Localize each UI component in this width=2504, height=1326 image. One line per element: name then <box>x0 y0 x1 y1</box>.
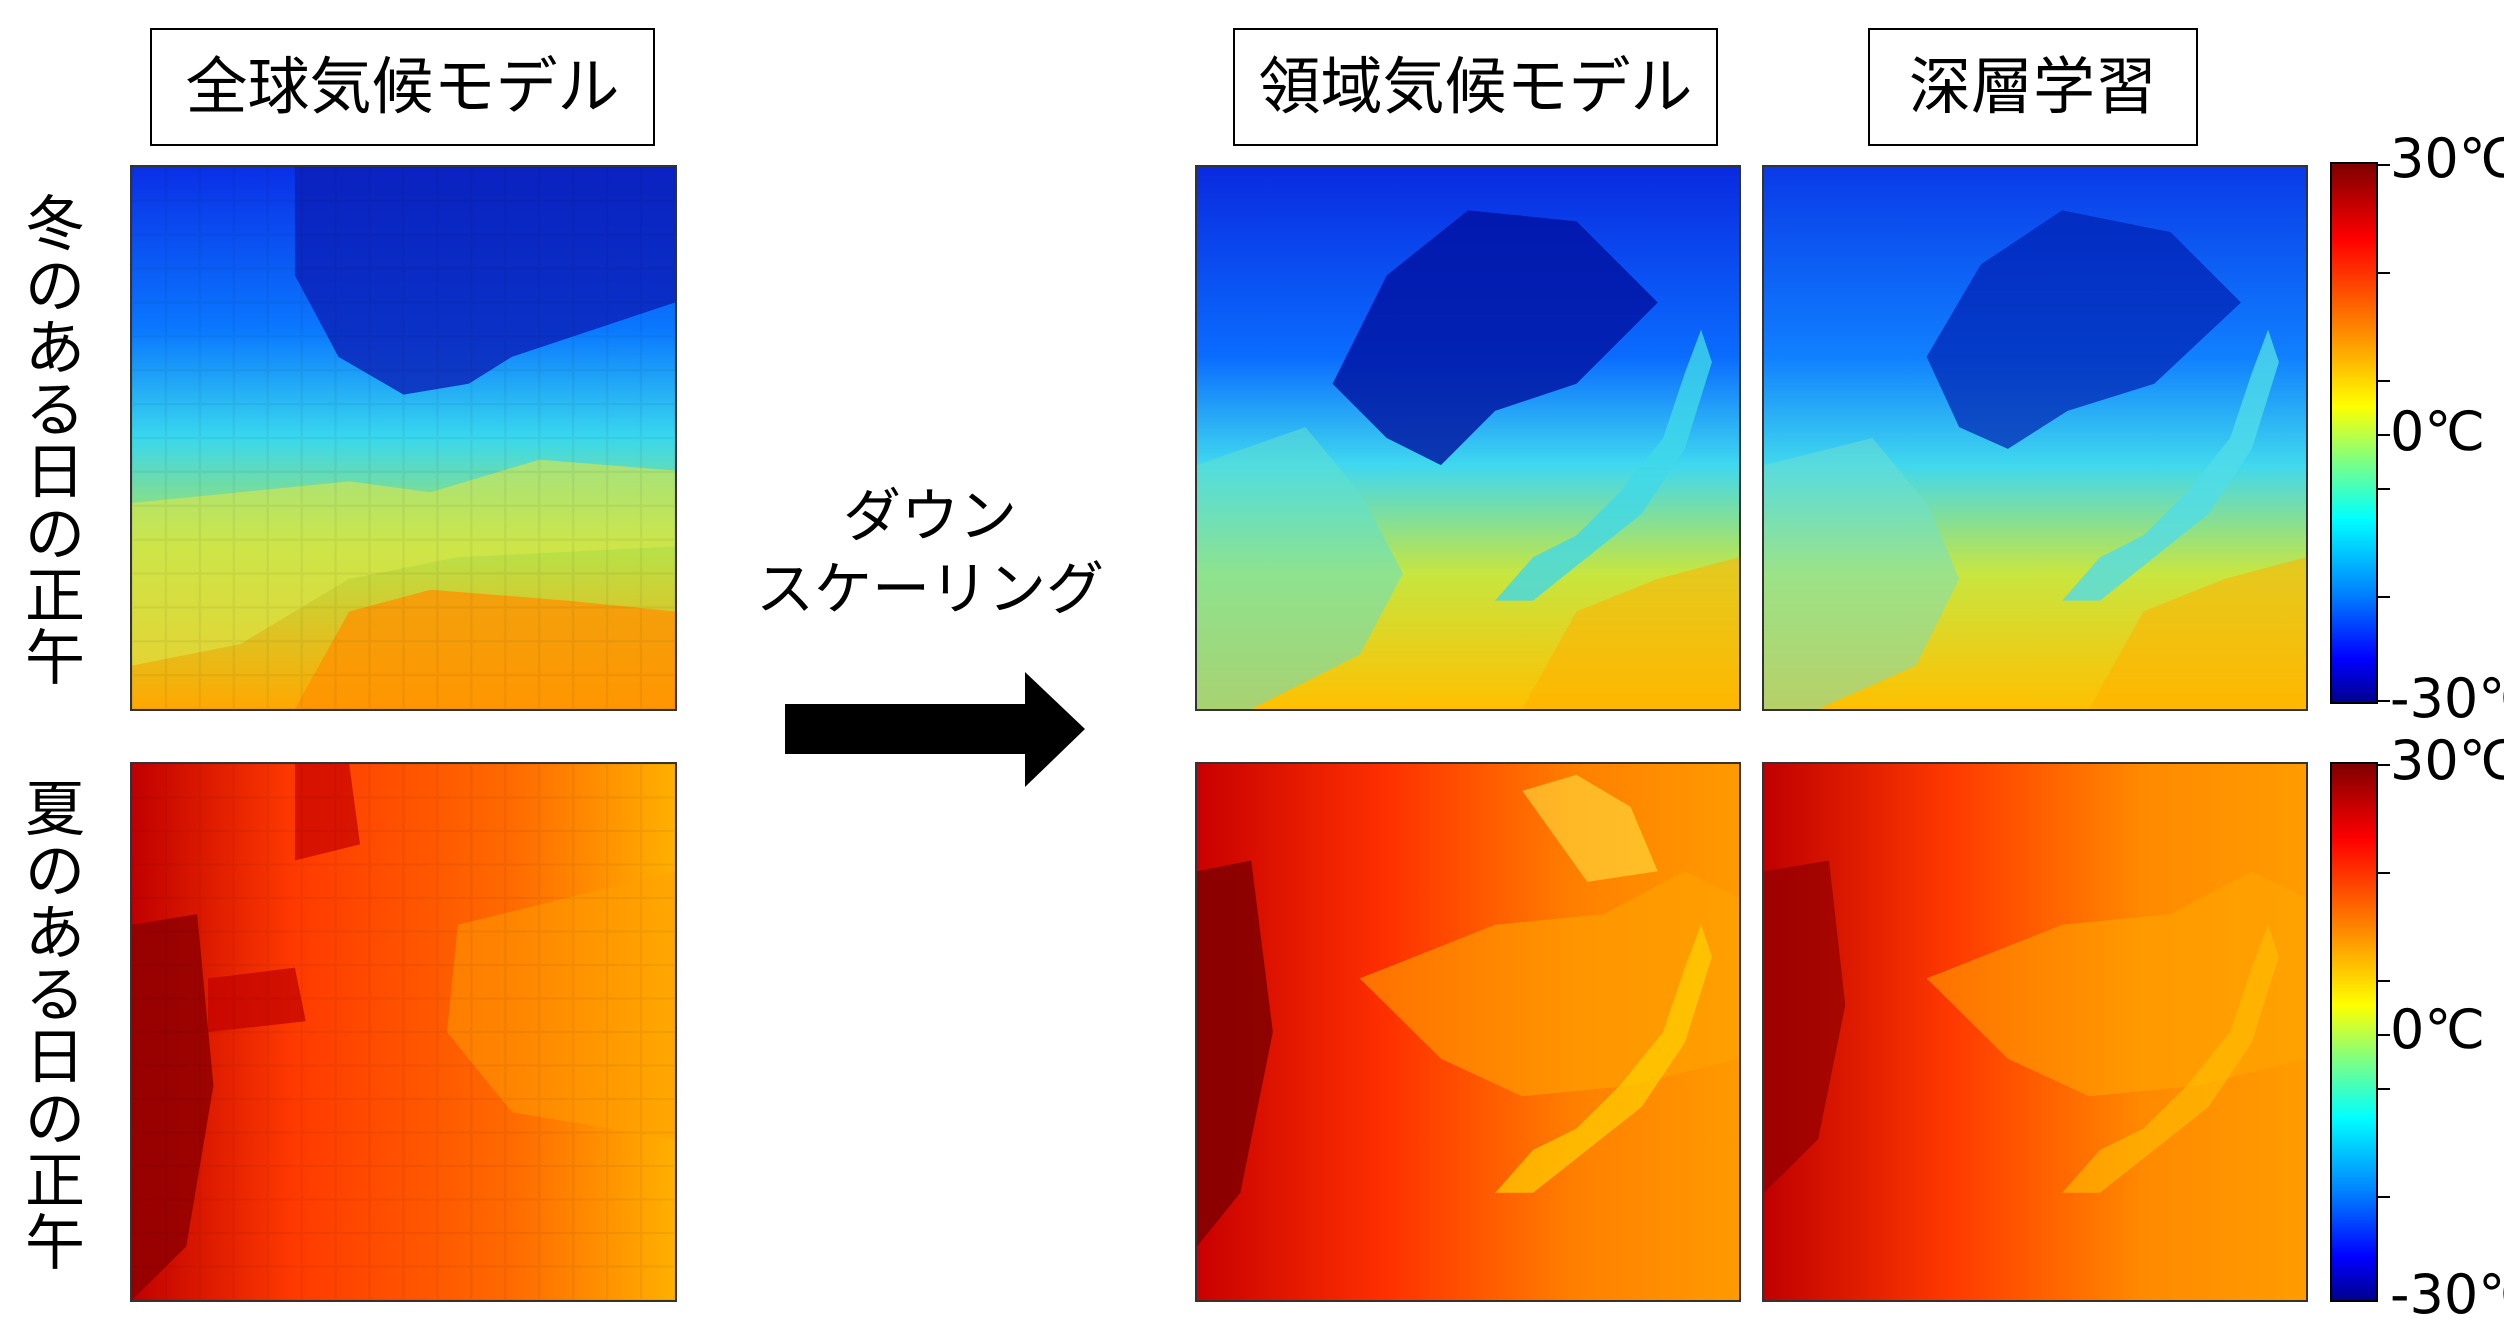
row-char: 正 <box>25 1147 85 1217</box>
row-char: 午 <box>25 1209 85 1279</box>
row-char: あ <box>25 899 85 969</box>
colorbar-summer-max: 30℃ <box>2390 729 2504 792</box>
row-char: 日 <box>25 1023 85 1093</box>
row-char: あ <box>25 314 85 384</box>
row-char: の <box>25 1085 85 1155</box>
colorbar-winter-mid: 0℃ <box>2390 400 2486 463</box>
deep-learning-label: 深層学習 <box>1868 28 2198 146</box>
colorbar-summer-mid: 0℃ <box>2390 998 2486 1061</box>
colorbar-summer-min: -30℃ <box>2390 1263 2504 1326</box>
row-char: 夏 <box>25 775 85 845</box>
gcm-summer-map <box>130 762 677 1302</box>
regional-climate-model-label: 領域気候モデル <box>1233 28 1718 146</box>
dl-winter-map <box>1762 165 2308 711</box>
row-label-winter-noon: 冬 の あ る 日 の 正 午 <box>22 190 88 694</box>
colorbar-winter-max: 30℃ <box>2390 127 2504 190</box>
gcm-winter-map <box>130 165 677 711</box>
global-climate-model-label: 全球気候モデル <box>150 28 655 146</box>
colorbar-summer <box>2330 762 2390 1302</box>
downscaling-label: ダウン スケーリング <box>720 480 1140 625</box>
row-char: の <box>25 252 85 322</box>
row-char: る <box>25 376 85 446</box>
row-char: 日 <box>25 438 85 508</box>
colorbar-winter-min: -30℃ <box>2390 667 2504 730</box>
row-char: の <box>25 837 85 907</box>
row-char: る <box>25 961 85 1031</box>
row-label-summer-noon: 夏 の あ る 日 の 正 午 <box>22 775 88 1279</box>
rcm-winter-map <box>1195 165 1741 711</box>
downscaling-arrow-icon <box>785 672 1085 787</box>
row-char: 冬 <box>25 190 85 260</box>
downscaling-line-2: スケーリング <box>755 554 1104 623</box>
colorbar-winter <box>2330 162 2390 704</box>
row-char: の <box>25 500 85 570</box>
rcm-summer-map <box>1195 762 1741 1302</box>
dl-summer-map <box>1762 762 2308 1302</box>
row-char: 正 <box>25 562 85 632</box>
downscaling-line-1: ダウン <box>842 482 1017 550</box>
row-char: 午 <box>25 624 85 694</box>
